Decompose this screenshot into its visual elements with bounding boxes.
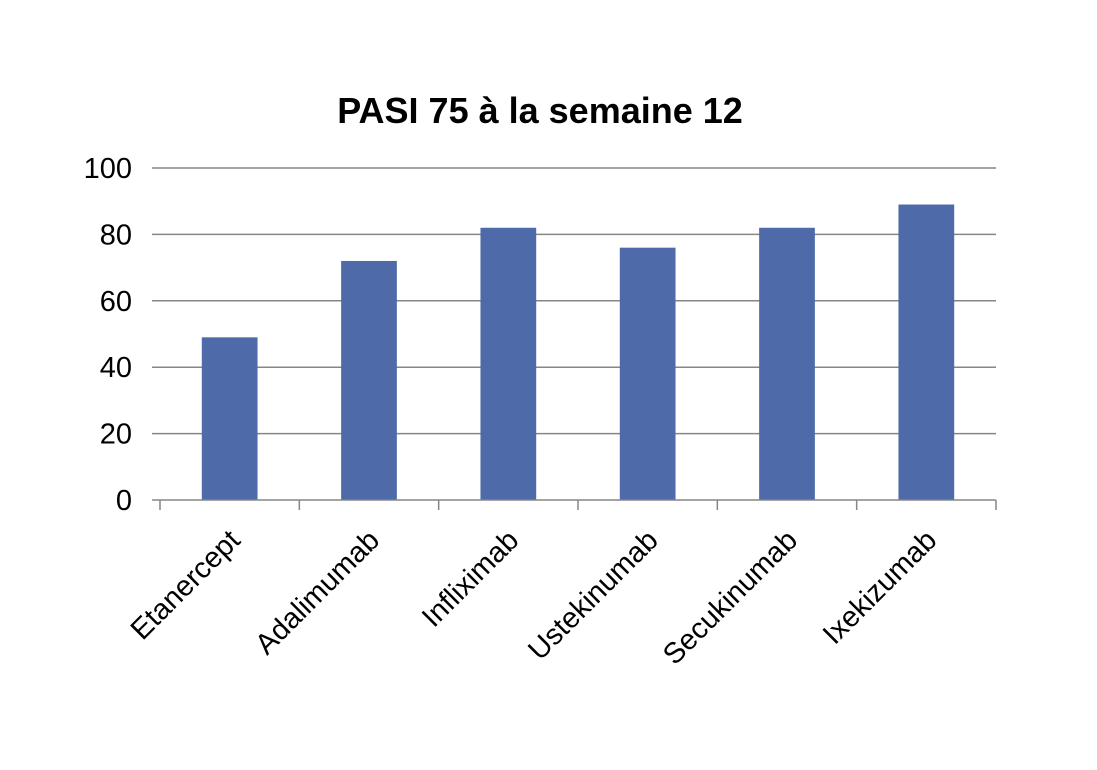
x-category-label: Secukinumab: [657, 524, 804, 671]
bar: [480, 227, 537, 500]
bar: [759, 227, 815, 500]
gridlines: [152, 167, 996, 435]
y-tick-label: 40: [100, 352, 132, 384]
y-tick-label: 80: [100, 219, 132, 251]
x-category-label: Infliximab: [416, 524, 525, 633]
bar: [898, 204, 955, 500]
bar: [619, 247, 676, 500]
y-axis-tick-labels: 0 20 40 60 80 100: [84, 153, 132, 517]
y-tick-label: 20: [100, 419, 132, 451]
x-category-label: Ustekinumab: [522, 524, 664, 666]
y-tick-label: 0: [116, 485, 132, 517]
x-axis-category-labels: Etanercept Adalimumab InfliximabUstekinuma…: [125, 524, 943, 671]
bar: [341, 260, 397, 500]
chart-title: PASI 75 à la semaine 12: [337, 90, 743, 131]
y-tick-label: 100: [84, 153, 132, 185]
y-tick-label: 60: [100, 286, 132, 318]
x-category-label: Ixekizumab: [817, 524, 943, 650]
bars: [201, 204, 955, 500]
x-axis: [152, 499, 997, 510]
bar: [201, 337, 258, 500]
x-category-label: Adalimumab: [249, 524, 386, 661]
x-category-label: Etanercept: [125, 524, 247, 646]
